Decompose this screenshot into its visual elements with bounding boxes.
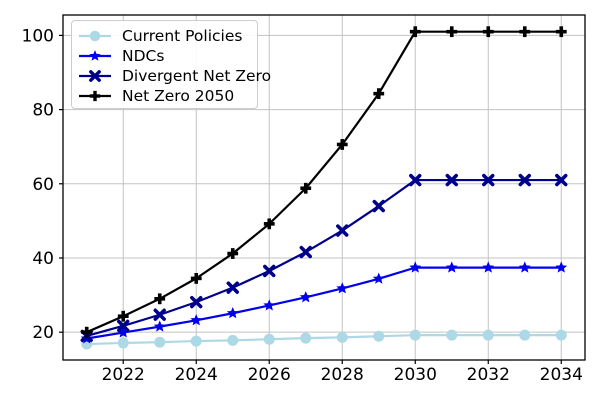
data-point-x <box>117 319 130 333</box>
data-point-plus <box>263 218 275 230</box>
data-point-circle <box>227 334 239 346</box>
y-tick-label: 20 <box>32 323 54 343</box>
data-point-star <box>190 314 203 326</box>
plus-marker-icon <box>79 90 111 102</box>
series-line <box>86 178 562 337</box>
legend-label: NDCs <box>122 47 165 65</box>
data-point-star <box>336 282 349 294</box>
x-tick-label: 2032 <box>467 365 510 385</box>
data-point-plus <box>300 182 312 194</box>
legend-item-divergent-net-zero: Divergent Net Zero <box>78 66 271 86</box>
data-point-plus <box>409 26 421 38</box>
legend-item-current-policies: Current Policies <box>78 26 249 46</box>
data-point-star <box>117 326 130 338</box>
legend-item-ndcs: NDCs <box>78 46 249 66</box>
data-point-circle <box>89 30 101 42</box>
data-point-plus <box>373 88 385 100</box>
data-point-circle <box>263 333 275 345</box>
data-point-x <box>153 308 166 321</box>
data-point-star <box>409 261 422 273</box>
series-line <box>86 30 562 334</box>
data-point-star <box>445 261 458 273</box>
data-point-star <box>482 261 495 273</box>
data-point-x <box>372 199 385 213</box>
data-point-circle <box>482 329 494 341</box>
data-point-x <box>263 264 276 278</box>
legend-label: Current Policies <box>122 27 243 45</box>
data-point-x <box>190 295 203 309</box>
legend-label: Divergent Net Zero <box>122 67 272 85</box>
data-point-x <box>482 173 495 187</box>
data-point-star <box>555 261 568 273</box>
grid <box>63 15 585 360</box>
data-point-plus <box>154 293 166 305</box>
y-tick-label: 100 <box>22 26 54 46</box>
data-point-x <box>226 281 239 294</box>
x-tick-label: 2022 <box>102 365 145 385</box>
series-line <box>86 334 562 346</box>
x-tick-label: 2026 <box>248 365 291 385</box>
x-tick-label: 2034 <box>540 365 583 385</box>
axes-ticks: 2022 2024 2026 2028 2030 2032 2034 20 40 60 80 100 <box>22 26 583 385</box>
series-line <box>86 266 562 340</box>
data-point-x <box>89 70 101 82</box>
y-tick-label: 60 <box>32 175 54 195</box>
data-point-plus <box>190 272 202 284</box>
circle-marker-icon <box>79 30 111 42</box>
data-point-circle <box>446 329 458 341</box>
data-point-circle <box>373 330 385 342</box>
axes-spines <box>62 14 586 361</box>
data-point-star <box>226 307 239 319</box>
series-current-policies <box>81 329 567 350</box>
data-point-plus <box>117 310 129 322</box>
data-point-plus <box>89 90 101 102</box>
data-point-star <box>372 272 385 284</box>
data-point-plus <box>227 248 239 259</box>
data-point-circle <box>409 329 421 341</box>
data-point-x <box>518 173 531 187</box>
x-tick-label: 2024 <box>175 365 218 385</box>
data-point-star <box>299 291 312 303</box>
data-point-star <box>518 261 531 273</box>
data-point-circle <box>117 337 129 349</box>
data-point-plus <box>519 26 531 38</box>
data-point-x <box>555 173 568 187</box>
y-tick-label: 80 <box>32 101 54 121</box>
data-point-plus <box>446 26 458 38</box>
data-point-x <box>445 173 458 187</box>
series-net-zero-2050 <box>81 26 567 338</box>
data-point-circle <box>190 335 202 347</box>
data-point-star <box>153 320 166 332</box>
data-point-x <box>336 224 349 237</box>
data-point-plus <box>336 139 348 150</box>
data-point-circle <box>154 336 166 348</box>
data-point-x <box>299 245 312 259</box>
data-point-circle <box>519 329 531 341</box>
data-point-plus <box>81 326 93 338</box>
y-tick-label: 40 <box>32 249 54 269</box>
data-point-star <box>263 299 276 311</box>
data-point-star <box>89 50 101 61</box>
data-point-circle <box>555 329 567 341</box>
data-point-circle <box>300 332 312 344</box>
legend-item-net-zero-2050: Net Zero 2050 <box>78 86 249 106</box>
data-point-circle <box>336 331 348 343</box>
chart-legend: Current Policies NDCs Divergent Net Zero Ne… <box>71 20 271 109</box>
x-tick-label: 2030 <box>394 365 437 385</box>
x-tick-label: 2028 <box>321 365 364 385</box>
data-point-x <box>409 173 422 187</box>
legend-label: Net Zero 2050 <box>122 87 235 105</box>
data-point-plus <box>555 26 567 38</box>
data-point-plus <box>482 26 494 38</box>
x-marker-icon <box>79 70 111 82</box>
star-marker-icon <box>79 50 111 61</box>
